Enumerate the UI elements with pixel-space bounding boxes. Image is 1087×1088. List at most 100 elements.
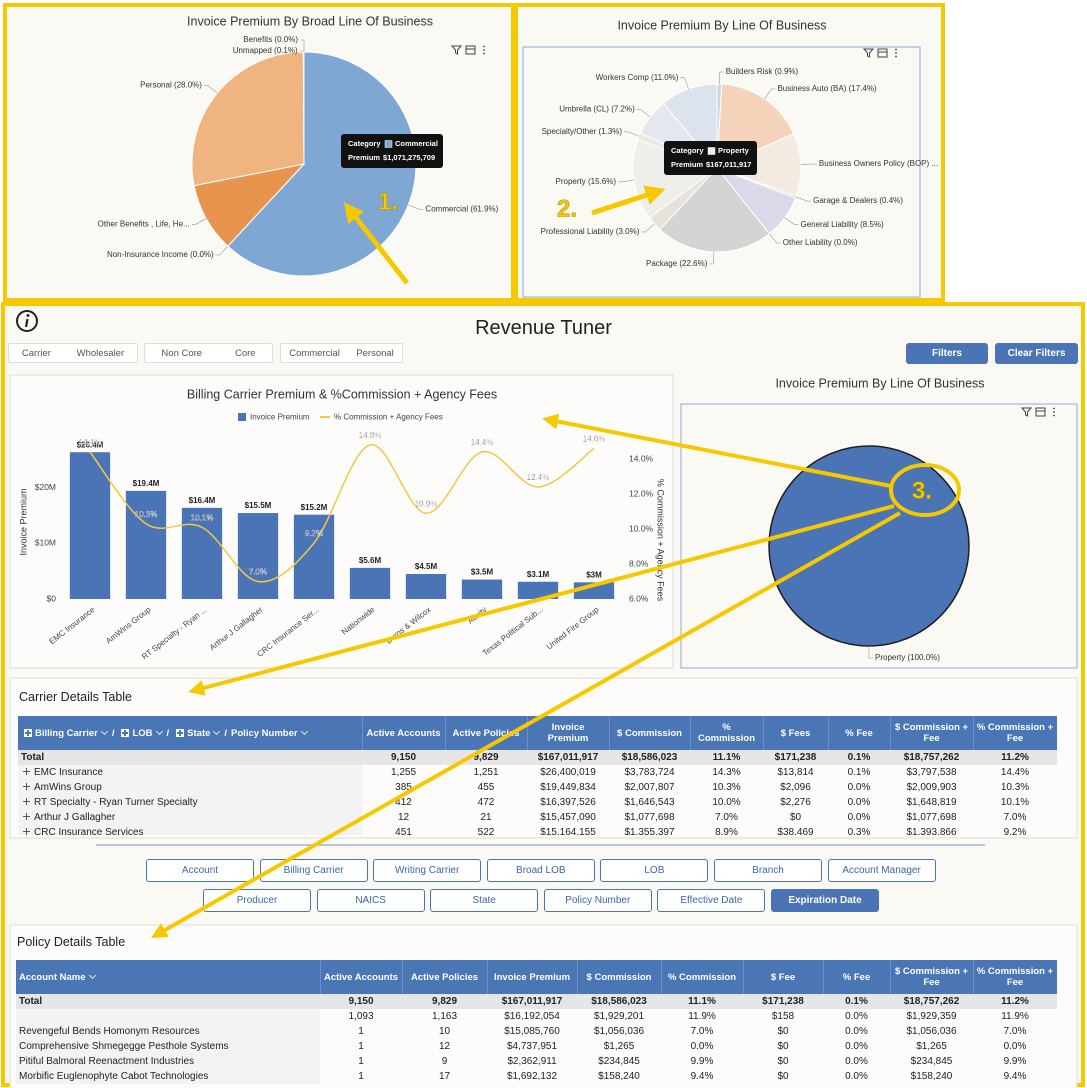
- header-cell[interactable]: $ Fees: [763, 716, 829, 750]
- table-cell: $2,009,903: [890, 780, 973, 795]
- table-cell: 12: [402, 1039, 487, 1054]
- filter-button[interactable]: Filters: [906, 343, 988, 364]
- cell-value: $15,085,760: [504, 1026, 560, 1037]
- header-cell[interactable]: Active Policies: [402, 960, 488, 994]
- expand-icon[interactable]: [23, 828, 30, 835]
- header-cell[interactable]: % Commission: [690, 716, 764, 750]
- filter-button[interactable]: Clear Filters: [995, 343, 1078, 364]
- header-cell[interactable]: Invoice Premium: [527, 716, 610, 750]
- sort-icon: [213, 727, 221, 735]
- header-cell[interactable]: % Commission + Fee: [973, 960, 1057, 994]
- expand-icon[interactable]: [23, 813, 30, 820]
- group-by-button[interactable]: Account Manager: [827, 859, 936, 882]
- table-cell: 11.9%: [661, 1009, 743, 1024]
- toggle-group: Non Core Core: [144, 343, 273, 363]
- group-by-button[interactable]: Policy Number: [543, 889, 652, 912]
- header-cell[interactable]: $ Commission + Fee: [890, 960, 974, 994]
- cell-value: $13,814: [777, 767, 814, 778]
- header-cell: Billing Carrier / LOB / State / Policy Number: [18, 716, 363, 750]
- chart-toolbar[interactable]: [450, 45, 485, 55]
- chart-toolbar[interactable]: [1020, 407, 1055, 417]
- slice-label: Property (15.6%): [556, 177, 617, 186]
- header-cell[interactable]: % Fee: [828, 716, 891, 750]
- group-by-button[interactable]: NAICS: [316, 889, 425, 912]
- expand-icon[interactable]: [23, 783, 30, 790]
- group-by-button[interactable]: Expiration Date: [771, 889, 879, 912]
- header-cell[interactable]: $ Fee: [743, 960, 824, 994]
- header-cell[interactable]: Active Policies: [445, 716, 528, 750]
- legend-swatch: [238, 413, 246, 421]
- group-by-button[interactable]: Writing Carrier: [373, 859, 482, 882]
- expand-icon[interactable]: [121, 728, 130, 737]
- table-cell: 1,093: [320, 1009, 402, 1024]
- info-icon[interactable]: [16, 310, 38, 332]
- header-level[interactable]: State: [187, 727, 211, 739]
- leader-line: [719, 71, 724, 85]
- header-level[interactable]: Policy Number: [231, 727, 298, 739]
- cell-value: $2,362,911: [507, 1056, 557, 1067]
- table-row: Pitiful Balmoral Reenactment Industries 1…: [16, 1054, 1057, 1069]
- table-cell: 7.0%: [973, 1024, 1057, 1039]
- group-by-button[interactable]: Broad LOB: [486, 859, 595, 882]
- expand-icon[interactable]: [176, 728, 185, 737]
- row-label: Morbific Euglenophyte Cabot Technologies: [19, 1071, 209, 1082]
- cell-value: $18,586,023: [591, 996, 647, 1007]
- header-cell[interactable]: Invoice Premium: [487, 960, 578, 994]
- header-cell[interactable]: $ Commission + Fee: [890, 716, 974, 750]
- header-cell[interactable]: % Commission: [661, 960, 744, 994]
- expand-icon[interactable]: [23, 798, 30, 805]
- menu-dot: [895, 48, 897, 51]
- toggle-option[interactable]: Wholesaler: [76, 347, 125, 359]
- cell-value: 10.3%: [712, 782, 741, 793]
- bar: [405, 573, 447, 599]
- toggle-option[interactable]: Personal: [356, 347, 394, 359]
- line-value-label: 14.4%: [79, 438, 102, 447]
- toggle-option[interactable]: Non Core: [161, 347, 203, 359]
- header-cell[interactable]: Active Accounts: [362, 716, 446, 750]
- cell-value: $2,276: [780, 797, 811, 808]
- header-cell[interactable]: % Commission + Fee: [973, 716, 1057, 750]
- header-cell[interactable]: $ Commission: [577, 960, 662, 994]
- table-row: AmWins Group 385 455 $19,449,834 $2,007,807 1…: [18, 780, 1057, 795]
- bar-value-label: $26.4M: [77, 440, 104, 449]
- group-by-button[interactable]: Billing Carrier: [259, 859, 368, 882]
- leader-line: [618, 179, 634, 183]
- cell-value: 1: [358, 1041, 364, 1052]
- header-level[interactable]: LOB: [132, 727, 153, 739]
- menu-dot: [483, 49, 485, 51]
- table-cell: CRC Insurance Services: [18, 825, 362, 835]
- page-title: Revenue Tuner: [475, 317, 612, 339]
- cell-value: 0.0%: [845, 1041, 868, 1052]
- group-by-button[interactable]: Producer: [203, 889, 311, 912]
- chart-toolbar[interactable]: [862, 48, 897, 58]
- toggle-option[interactable]: Core: [234, 347, 256, 359]
- table-title: Carrier Details Table: [19, 690, 133, 704]
- header-cell[interactable]: % Fee: [823, 960, 891, 994]
- table-cell: $1,929,201: [577, 1009, 661, 1024]
- table-row: RT Specialty - Ryan Turner Specialty 412 4…: [18, 795, 1057, 810]
- toggle-option[interactable]: Carrier: [21, 347, 51, 359]
- group-by-button[interactable]: State: [430, 889, 539, 912]
- table-cell: 7.0%: [661, 1024, 743, 1039]
- table-cell: 7.0%: [690, 810, 763, 825]
- table-cell: 0.3%: [828, 825, 890, 835]
- header-level[interactable]: Billing Carrier: [35, 727, 98, 739]
- header-cell[interactable]: Active Accounts: [320, 960, 403, 994]
- header-cell[interactable]: $ Commission: [609, 716, 691, 750]
- expand-icon[interactable]: [23, 768, 30, 775]
- group-by-button[interactable]: Branch: [714, 859, 822, 882]
- table-cell: $2,362,911: [487, 1054, 577, 1069]
- group-by-button[interactable]: Account: [146, 859, 254, 882]
- group-by-button[interactable]: Effective Date: [657, 889, 766, 912]
- group-by-button[interactable]: LOB: [600, 859, 709, 882]
- table-row: Morbific Euglenophyte Cabot Technologies…: [16, 1069, 1057, 1084]
- table-row: 1,093 1,163 $16,192,054 $1,929,201 11.9% $158…: [16, 1009, 1057, 1024]
- menu-dot: [483, 52, 485, 55]
- cell-value: $1,077,698: [624, 812, 675, 823]
- slice-label: Garage & Dealers (0.4%): [813, 196, 903, 205]
- cell-value: $1,056,036: [906, 1026, 957, 1037]
- toggle-option[interactable]: Commercial: [289, 347, 340, 359]
- expand-icon[interactable]: [24, 728, 32, 737]
- header-cell[interactable]: Account Name: [16, 960, 321, 994]
- bar-value-label: $19.4M: [133, 479, 160, 488]
